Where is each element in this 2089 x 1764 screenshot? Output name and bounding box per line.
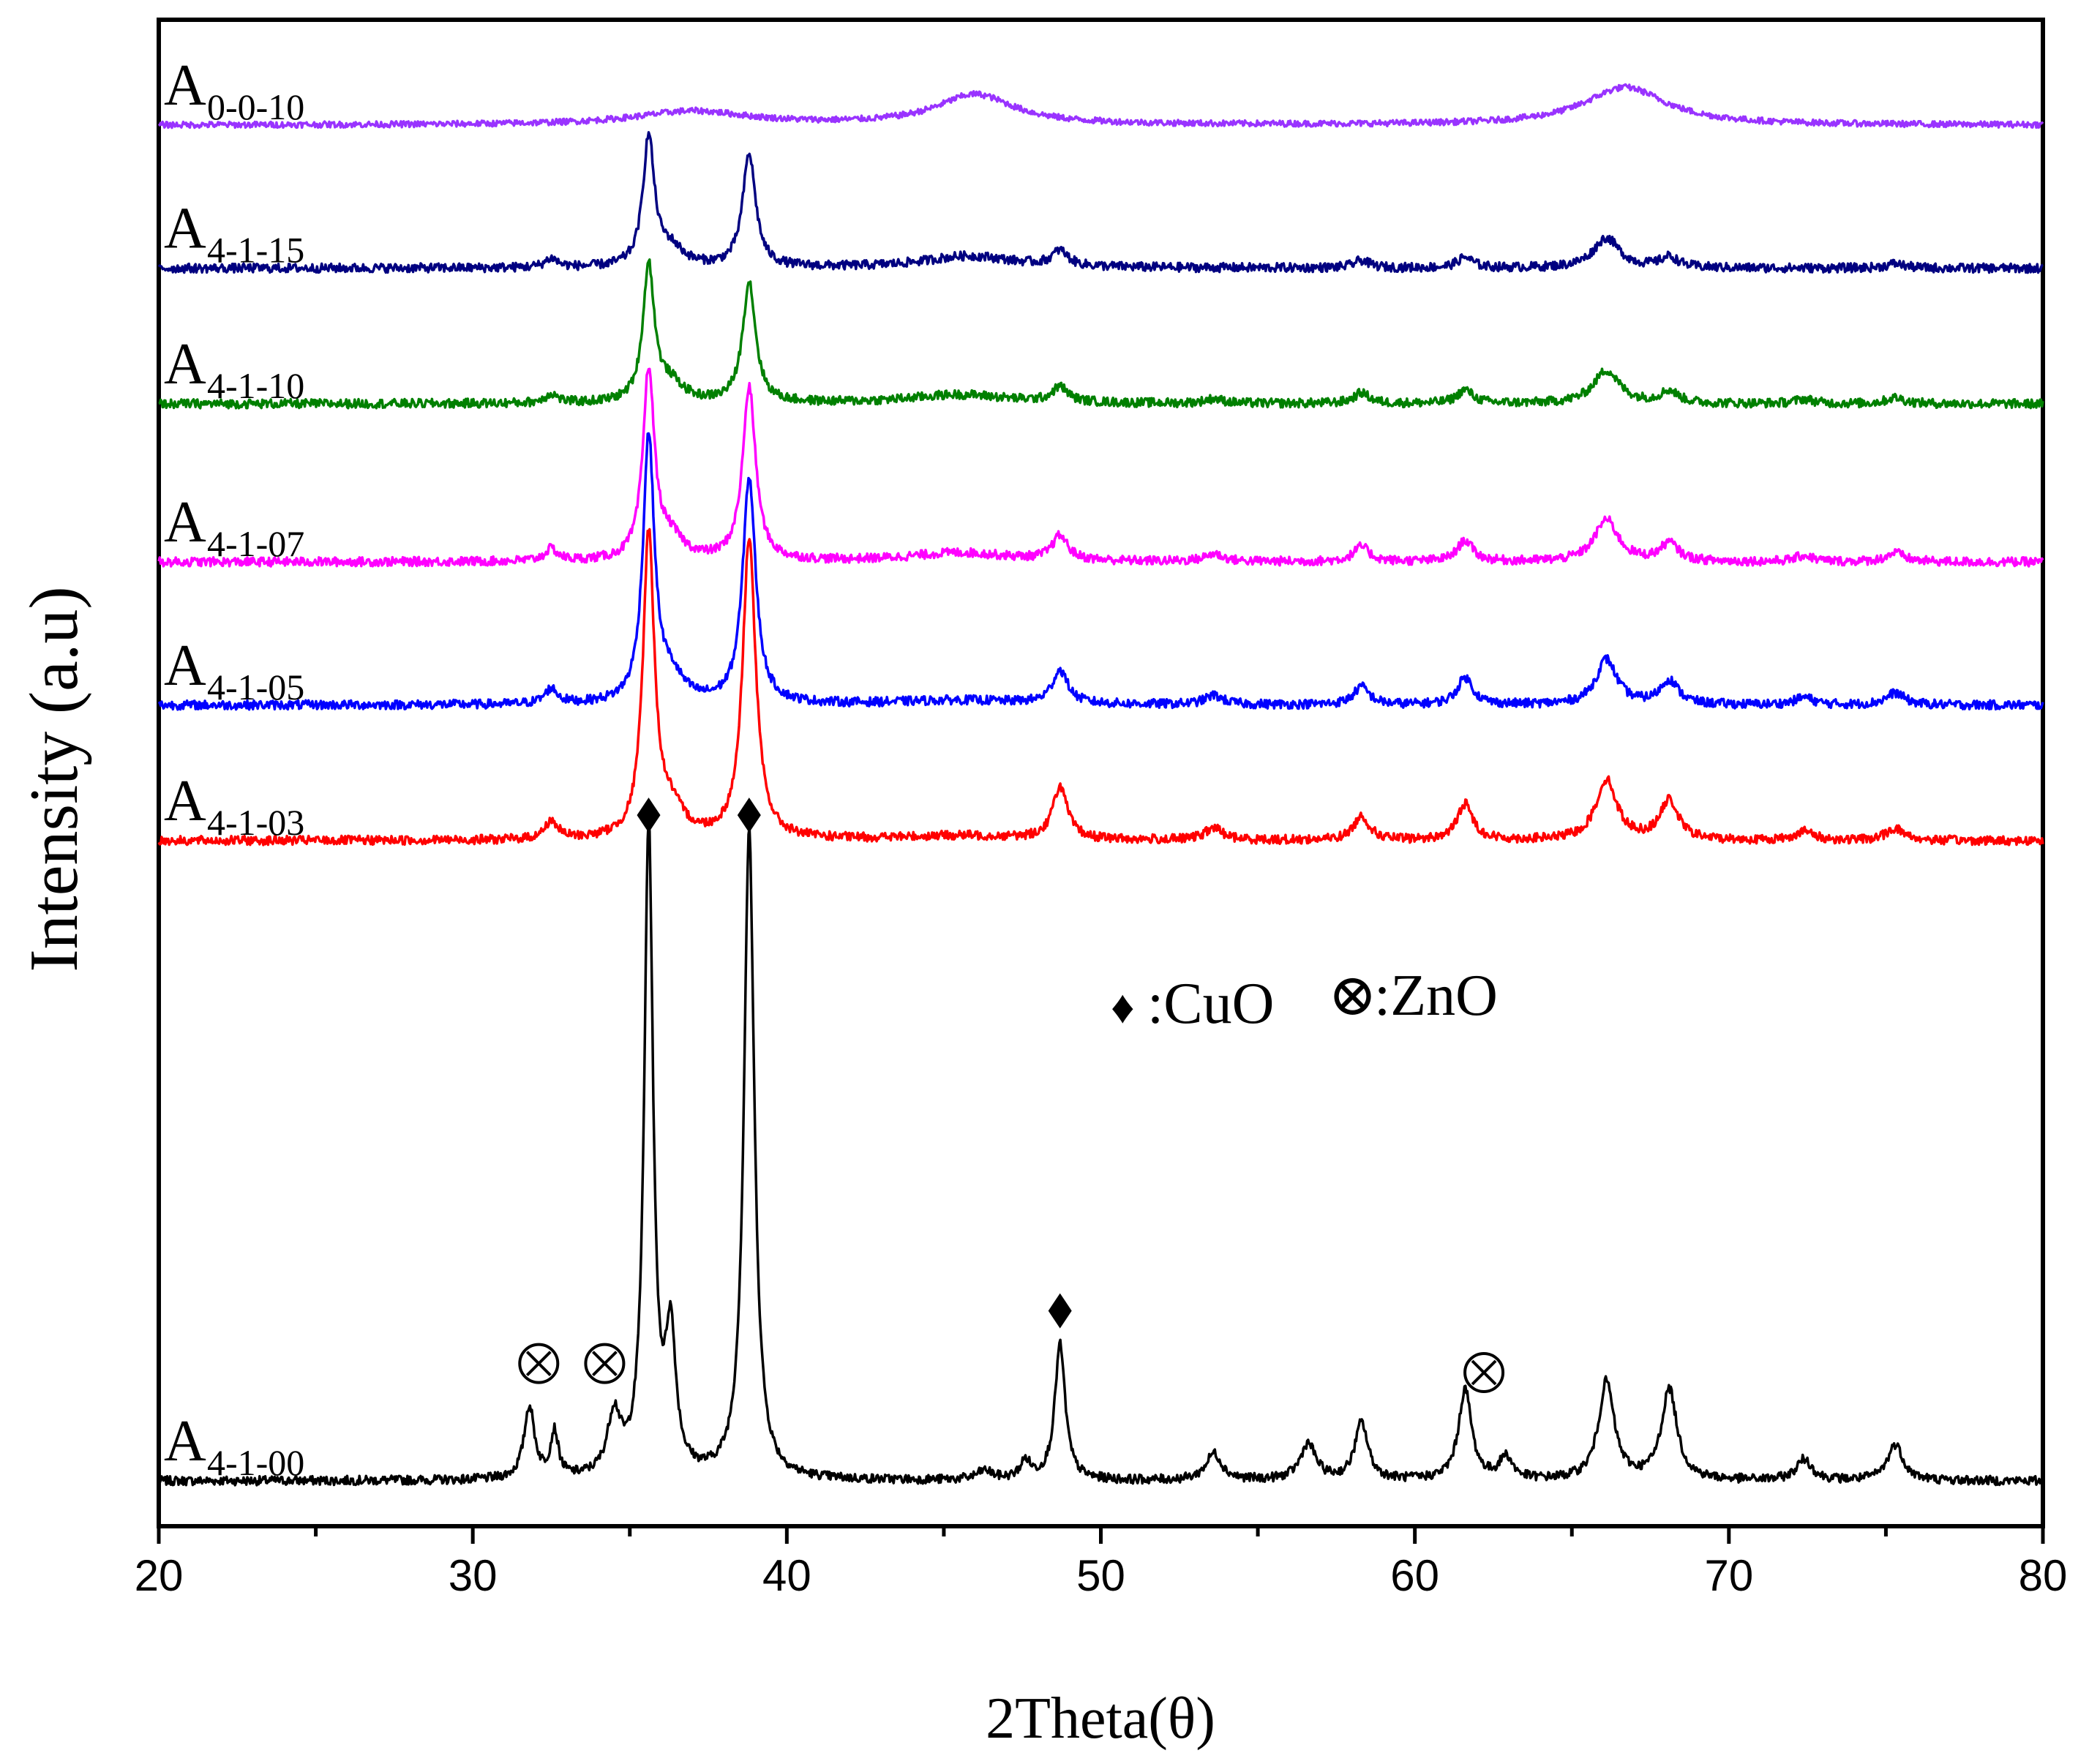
cuo-marker bbox=[737, 797, 761, 833]
x-tick-label: 70 bbox=[1704, 1551, 1753, 1600]
series-label-A4-1-05: A bbox=[164, 634, 206, 698]
series-label-sub-A4-1-15: 4-1-15 bbox=[207, 230, 304, 271]
series-label-A4-1-03: A bbox=[164, 769, 206, 833]
plot-frame bbox=[157, 18, 2045, 1528]
series-label-sub-A4-1-05: 4-1-05 bbox=[207, 667, 304, 708]
x-tick-label: 60 bbox=[1390, 1551, 1439, 1600]
series-labels: A 4-1-00A 4-1-03A 4-1-05A 4-1-07A 4-1-10A 4-1-… bbox=[164, 53, 304, 1483]
series-label-sub-A4-1-07: 4-1-07 bbox=[207, 523, 304, 564]
series-label-A4-1-10: A bbox=[164, 332, 206, 397]
legend-zno-symbol: ⊗ bbox=[1328, 964, 1377, 1028]
zno-marker bbox=[1463, 1351, 1505, 1393]
x-tick-label: 20 bbox=[135, 1551, 184, 1600]
series-line-A4-1-10 bbox=[158, 258, 2044, 410]
series-label-sub-A4-1-03: 4-1-03 bbox=[207, 802, 304, 843]
legend-cuo-label: :CuO bbox=[1147, 972, 1274, 1036]
x-tick-label: 80 bbox=[2019, 1551, 2068, 1600]
series-label-A4-1-07: A bbox=[164, 490, 206, 555]
y-axis-label: Intensity (a.u) bbox=[16, 586, 92, 972]
x-axis-ticks: 20 30 40 50 60 70 80 bbox=[135, 1526, 2068, 1600]
x-tick-label: 30 bbox=[449, 1551, 498, 1600]
series-label-A4-1-00: A bbox=[164, 1409, 206, 1474]
zno-marker bbox=[518, 1343, 560, 1384]
series-line-A4-1-07 bbox=[157, 367, 2044, 568]
cuo-marker bbox=[637, 797, 661, 833]
cuo-marker bbox=[1048, 1293, 1072, 1329]
legend: ♦ :CuO ⊗ :ZnO bbox=[1111, 964, 1498, 1036]
zno-marker bbox=[584, 1343, 626, 1384]
series-line-A4-1-03 bbox=[157, 528, 2044, 847]
peak-markers bbox=[518, 797, 1505, 1393]
series-line-A4-1-15 bbox=[157, 131, 2044, 274]
series-line-A4-1-00 bbox=[157, 817, 2044, 1487]
x-tick-label: 50 bbox=[1076, 1551, 1125, 1600]
series-label-sub-A4-1-10: 4-1-10 bbox=[207, 365, 304, 406]
series-group bbox=[157, 83, 2044, 1487]
series-label-A0-0-10: A bbox=[164, 53, 206, 118]
series-line-A0-0-10 bbox=[157, 83, 2044, 130]
series-line-A4-1-05 bbox=[157, 432, 2044, 711]
x-axis-label: 2Theta(θ) bbox=[986, 1686, 1215, 1751]
series-label-sub-A0-0-10: 0-0-10 bbox=[207, 86, 304, 127]
legend-cuo-symbol: ♦ bbox=[1111, 981, 1135, 1033]
series-label-sub-A4-1-00: 4-1-00 bbox=[207, 1442, 304, 1483]
legend-zno-label: :ZnO bbox=[1374, 964, 1498, 1028]
x-tick-label: 40 bbox=[762, 1551, 811, 1600]
series-label-A4-1-15: A bbox=[164, 197, 206, 261]
